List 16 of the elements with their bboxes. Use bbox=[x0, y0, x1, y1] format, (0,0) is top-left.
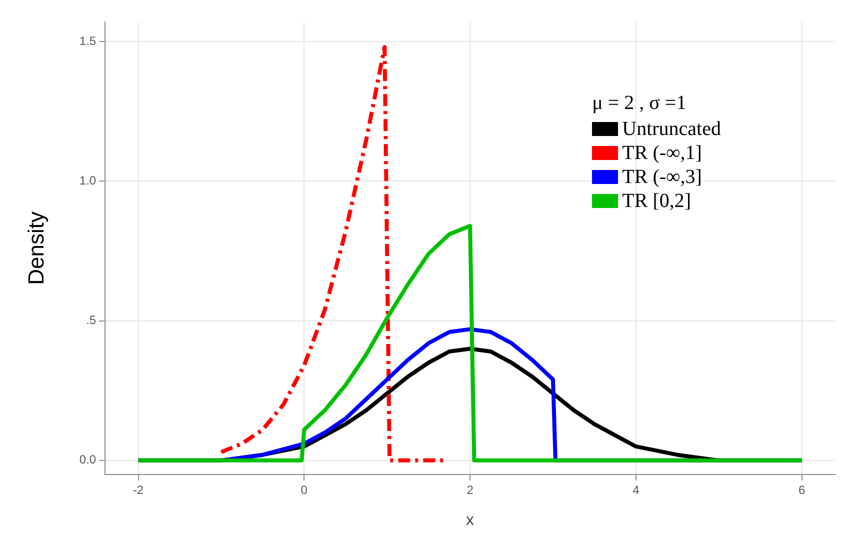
x-tick-label: 6 bbox=[798, 482, 806, 497]
y-tick-label: 0.0 bbox=[79, 452, 96, 467]
x-tick-label: 0 bbox=[300, 482, 308, 497]
y-axis-title: Density bbox=[23, 212, 48, 285]
x-tick-label: 2 bbox=[466, 482, 474, 497]
x-tick-label: 4 bbox=[632, 482, 640, 497]
y-tick-label: 1.0 bbox=[79, 173, 96, 188]
legend-label: TR [0,2] bbox=[622, 190, 692, 212]
y-tick-label: 1.5 bbox=[79, 34, 96, 48]
x-axis-title: x bbox=[466, 512, 474, 529]
legend-label: Untruncated bbox=[622, 118, 721, 140]
legend-label: TR (-∞,1] bbox=[622, 142, 702, 164]
legend-title: μ = 2 , σ =1 bbox=[592, 92, 688, 115]
legend-label: TR (-∞,3] bbox=[622, 166, 702, 188]
x-tick-label: -2 bbox=[132, 482, 144, 497]
y-tick-label: .5 bbox=[86, 313, 96, 328]
